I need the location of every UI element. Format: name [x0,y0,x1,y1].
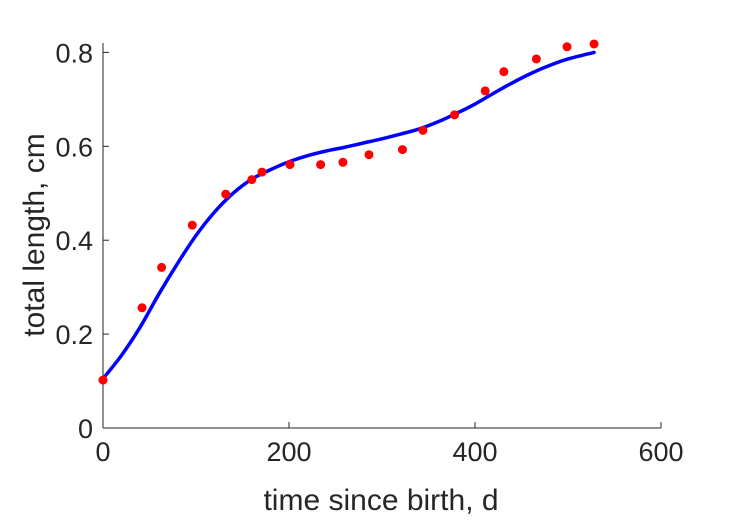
data-point [137,303,147,313]
data-point [187,220,197,230]
x-axis-label: time since birth, d [263,484,498,517]
y-tick-label: 0.6 [55,132,93,162]
y-tick-label: 0.4 [55,226,93,256]
x-tick-label: 0 [95,437,110,467]
data-point [450,110,460,120]
data-point [418,125,428,135]
y-tick-label: 0.2 [55,320,93,350]
data-point [98,375,108,385]
data-point [247,175,257,185]
data-point [157,262,167,272]
y-axis-label: total length, cm [18,133,51,336]
data-point [221,189,231,199]
data-point [338,157,348,167]
data-point [531,54,541,64]
y-tick-label: 0.8 [55,38,93,68]
data-point [364,150,374,160]
data-point [316,160,326,170]
data-point [397,145,407,155]
data-point [480,86,490,96]
data-point [257,167,267,177]
axes: 0 200 400 600 0 0.2 0.4 0.6 0.8 [55,38,683,467]
data-point [499,67,509,77]
x-tick-label: 400 [452,437,497,467]
x-tick-label: 600 [638,437,683,467]
data-point [562,42,572,52]
axis-labels: time since birth, d total length, cm [18,133,499,517]
data-point [589,39,599,49]
fit-curve [101,50,596,381]
data-point [285,160,295,170]
fit-line-layer [101,50,596,381]
y-tick-label: 0 [78,414,93,444]
data-points-layer [98,39,599,385]
x-tick-label: 200 [266,437,311,467]
